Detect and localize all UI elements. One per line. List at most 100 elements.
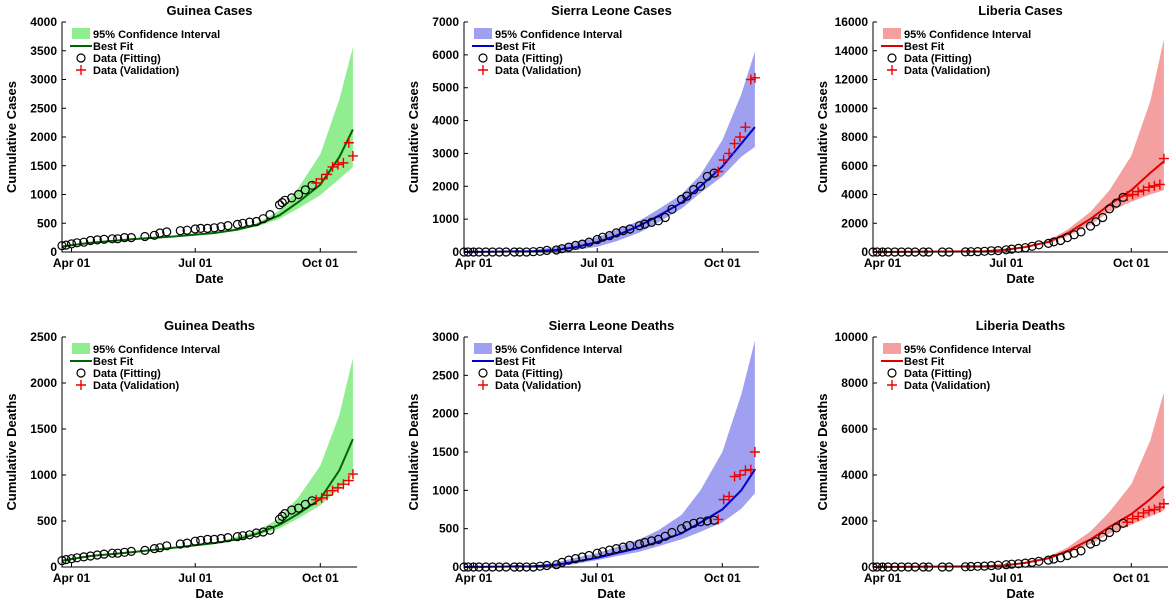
x-tick-label: Oct 01 (302, 256, 339, 270)
legend-swatch-validation (76, 380, 86, 390)
validation-data-point (327, 161, 338, 172)
legend-label: Data (Validation) (904, 380, 991, 392)
y-tick-label: 3000 (432, 146, 459, 160)
legend-swatch-validation (887, 380, 897, 390)
validation-data-point (718, 155, 729, 165)
y-tick-label: 1000 (30, 468, 57, 482)
y-tick-label: 1000 (432, 483, 459, 497)
fitting-data-point (625, 224, 635, 234)
validation-data-point (740, 122, 751, 133)
validation-data-point (347, 469, 358, 480)
y-tick-label: 2000 (432, 407, 459, 421)
chart-title: Liberia Cases (978, 3, 1063, 18)
legend-label: Data (Fitting) (495, 53, 563, 65)
fitting-data-point (1007, 244, 1017, 254)
fitting-data-point (155, 543, 165, 553)
y-axis-label: Cumulative Cases (815, 81, 830, 193)
x-axis-label: Date (1006, 586, 1034, 601)
validation-data-point (1143, 182, 1154, 193)
validation-data-point (724, 148, 735, 159)
legend-swatch-fitting (76, 53, 86, 63)
fitting-data-point (535, 561, 545, 571)
validation-data-point (343, 137, 354, 148)
fitting-data-point (202, 534, 213, 545)
fitting-data-point (1043, 555, 1054, 565)
fitting-data-point (79, 237, 89, 247)
fitting-data-point (258, 527, 268, 537)
fitting-data-point (660, 212, 670, 223)
best-fit-line (463, 126, 756, 253)
chart-title: Guinea Deaths (164, 318, 255, 333)
fitting-data-point (640, 219, 650, 229)
y-tick-label: 4000 (841, 468, 868, 482)
fitting-data-point (618, 542, 628, 552)
fitting-data-point (232, 531, 242, 542)
legend-label: Data (Validation) (93, 65, 180, 77)
y-tick-label: 500 (37, 216, 57, 230)
fitting-data-point (1027, 241, 1037, 251)
chart-panel: 0 2000 4000 6000 8000 10000 12000 14000 16000 Apr… (815, 3, 1169, 286)
fitting-data-point (1043, 238, 1054, 248)
fitting-data-point (223, 221, 233, 231)
fitting-data-point (85, 551, 96, 561)
fitting-data-point (274, 514, 285, 524)
fitting-data-point (564, 242, 574, 252)
validation-data-point (316, 173, 327, 184)
y-tick-label: 2000 (30, 376, 57, 390)
legend-swatch-confidence (883, 343, 901, 354)
validation-data-point (1143, 505, 1154, 516)
fitting-data-point (232, 219, 242, 229)
fitting-data-point (293, 503, 304, 513)
fitting-data-point (119, 547, 130, 557)
legend-label: Best Fit (93, 41, 134, 53)
fitting-data-point (584, 237, 594, 247)
validation-data-point (745, 74, 756, 85)
validation-data-point (745, 464, 756, 475)
legend-swatch-validation (887, 65, 897, 75)
legend-swatch-confidence (474, 28, 492, 39)
legend-swatch-fitting (887, 53, 897, 63)
y-tick-label: 2000 (841, 514, 868, 528)
fitting-data-point (570, 240, 581, 250)
validation-data-point (311, 494, 322, 505)
fitting-data-point (107, 548, 117, 558)
legend-swatch-validation (76, 65, 86, 75)
fitting-data-point (979, 246, 990, 256)
y-tick-label: 4000 (30, 15, 57, 29)
y-tick-label: 7000 (432, 15, 459, 29)
x-tick-label: Jul 01 (989, 256, 1023, 270)
fitting-data-point (113, 234, 123, 244)
fitting-data-point (986, 560, 996, 571)
confidence-band (464, 51, 755, 252)
fitting-data-point (702, 516, 712, 526)
fitting-data-point (175, 539, 185, 549)
fitting-data-point (126, 546, 136, 557)
fitting-data-point (196, 223, 206, 233)
fitting-data-point (1013, 559, 1024, 569)
fitting-data-point (277, 198, 287, 208)
fitting-data-point (577, 239, 587, 249)
fitting-data-point (1104, 527, 1115, 538)
legend-label: Best Fit (904, 356, 945, 368)
fitting-data-point (551, 245, 562, 255)
fitting-data-point (598, 547, 608, 557)
validation-data-point (343, 475, 354, 486)
legend-swatch-validation (478, 380, 488, 390)
validation-data-point (729, 471, 740, 482)
fitting-data-point (646, 536, 657, 546)
fitting-data-point (72, 553, 82, 563)
fitting-data-point (1098, 212, 1108, 223)
fitting-data-point (973, 561, 983, 571)
fitting-data-point (625, 540, 635, 551)
x-axis-label: Date (195, 586, 223, 601)
fitting-data-point (979, 561, 990, 571)
legend-swatch-confidence (72, 28, 90, 39)
y-tick-label: 0 (452, 245, 459, 259)
validation-data-point (734, 470, 745, 480)
legend-swatch-validation (478, 65, 488, 75)
validation-data-point (327, 485, 338, 496)
fitting-data-point (535, 246, 545, 256)
fitting-data-point (149, 230, 159, 240)
fitting-data-point (564, 555, 574, 565)
legend-swatch-fitting (76, 368, 86, 378)
